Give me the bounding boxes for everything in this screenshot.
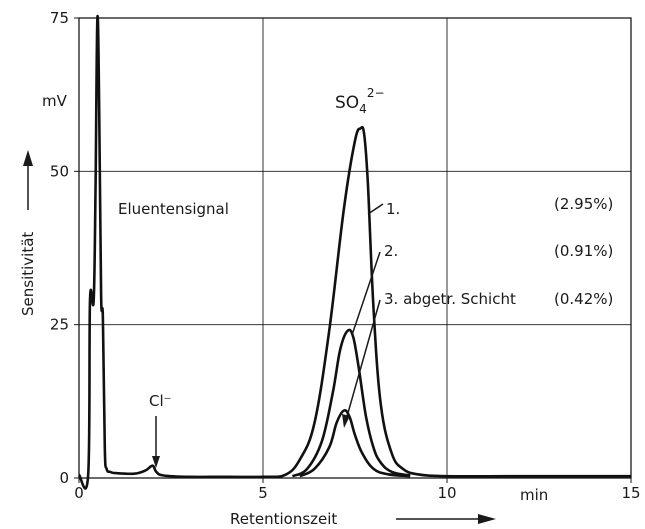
- sulfate-label-sup: 2−: [367, 86, 385, 100]
- series-line-2: [291, 328, 411, 478]
- x-tick-label: 5: [258, 484, 268, 502]
- series-1-label: 1.: [386, 200, 400, 218]
- tick-labels: 0 5 10 15 0 25 50 75: [50, 9, 641, 502]
- x-tick-label: 10: [437, 484, 456, 502]
- series-3-leader: [345, 299, 381, 421]
- series-line-1: [77, 14, 631, 490]
- series-1-leader: [367, 203, 384, 215]
- series-1-percent: (2.95%): [554, 195, 613, 213]
- curves: [77, 14, 631, 490]
- x-tick-label: 0: [74, 484, 84, 502]
- series-2-leader: [351, 251, 381, 336]
- y-tick-label: 25: [50, 316, 69, 334]
- chloride-pointer-head: [152, 456, 160, 468]
- series-2-percent: (0.91%): [554, 242, 613, 260]
- plot-frame: [78, 17, 632, 479]
- y-tick-label: 0: [59, 469, 69, 487]
- y-tick-label: 75: [50, 9, 69, 27]
- y-axis-label: Sensitivität: [19, 232, 37, 316]
- sulfate-label-main: SO: [335, 93, 359, 113]
- sulfate-label-sub: 4: [359, 102, 367, 116]
- x-unit-label: min: [520, 486, 548, 504]
- eluent-label: Eluentensignal: [118, 200, 229, 218]
- x-axis-title: Retentionszeit: [230, 510, 496, 528]
- x-tick-label: 15: [621, 484, 640, 502]
- y-tick-label: 50: [50, 162, 69, 180]
- sulfate-label: SO42−: [335, 86, 385, 116]
- grid: [78, 17, 632, 479]
- x-axis-label: Retentionszeit: [230, 510, 337, 528]
- y-unit-label: mV: [42, 92, 68, 110]
- y-axis-title: Sensitivität: [19, 150, 37, 316]
- y-axis-arrowhead: [23, 150, 33, 166]
- series-2-label: 2.: [384, 242, 398, 260]
- chloride-label: Cl⁻: [149, 392, 172, 410]
- x-axis-arrowhead: [478, 514, 496, 524]
- series-3-label: 3. abgetr. Schicht: [384, 290, 516, 308]
- series-3-percent: (0.42%): [554, 290, 613, 308]
- series-3-leader-head: [342, 414, 350, 428]
